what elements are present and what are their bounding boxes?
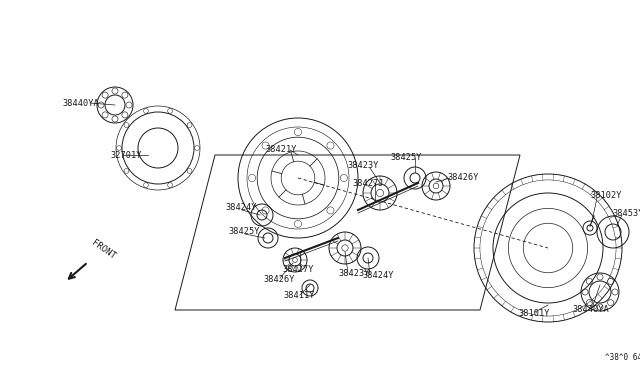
Text: 38427Y: 38427Y <box>282 266 314 275</box>
Text: 32701Y: 32701Y <box>110 151 141 160</box>
Text: 38426Y: 38426Y <box>447 173 479 183</box>
Text: 38440YA: 38440YA <box>62 99 99 108</box>
Text: FRONT: FRONT <box>90 238 117 261</box>
Text: 38423Y: 38423Y <box>347 161 378 170</box>
Text: 38425Y: 38425Y <box>228 228 259 237</box>
Text: 38440YA: 38440YA <box>572 305 609 314</box>
Text: 38423Y: 38423Y <box>338 269 369 279</box>
Text: 38424Y: 38424Y <box>362 272 394 280</box>
Text: 38425Y: 38425Y <box>390 154 422 163</box>
Text: 38421Y: 38421Y <box>265 144 296 154</box>
Text: 38101Y: 38101Y <box>518 310 550 318</box>
Text: 38424Y: 38424Y <box>225 203 257 212</box>
Text: 38426Y: 38426Y <box>263 276 294 285</box>
Text: ^38^0 64: ^38^0 64 <box>605 353 640 362</box>
Text: 38411Y: 38411Y <box>283 292 314 301</box>
Text: 38427J: 38427J <box>352 179 383 187</box>
Text: 38102Y: 38102Y <box>590 192 621 201</box>
Text: 38453Y: 38453Y <box>612 208 640 218</box>
